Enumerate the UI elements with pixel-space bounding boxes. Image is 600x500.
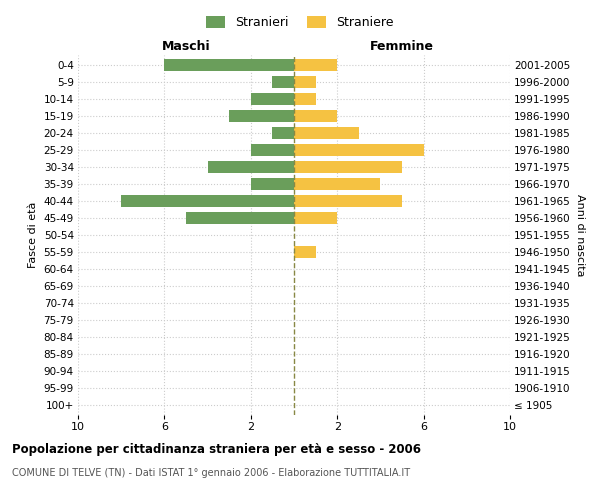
Bar bbox=[294, 246, 316, 258]
Bar bbox=[294, 178, 380, 190]
Bar bbox=[294, 59, 337, 72]
Bar bbox=[272, 76, 294, 88]
Bar bbox=[294, 93, 316, 106]
Text: Popolazione per cittadinanza straniera per età e sesso - 2006: Popolazione per cittadinanza straniera p… bbox=[12, 442, 421, 456]
Text: Femmine: Femmine bbox=[370, 40, 434, 54]
Bar bbox=[164, 59, 294, 72]
Bar bbox=[229, 110, 294, 122]
Bar bbox=[294, 144, 424, 156]
Y-axis label: Fasce di età: Fasce di età bbox=[28, 202, 38, 268]
Bar bbox=[294, 76, 316, 88]
Bar bbox=[251, 93, 294, 106]
Bar bbox=[251, 144, 294, 156]
Bar bbox=[272, 127, 294, 139]
Bar bbox=[294, 127, 359, 139]
Bar bbox=[121, 195, 294, 207]
Bar bbox=[294, 195, 402, 207]
Bar bbox=[208, 161, 294, 173]
Bar bbox=[294, 110, 337, 122]
Text: COMUNE DI TELVE (TN) - Dati ISTAT 1° gennaio 2006 - Elaborazione TUTTITALIA.IT: COMUNE DI TELVE (TN) - Dati ISTAT 1° gen… bbox=[12, 468, 410, 477]
Y-axis label: Anni di nascita: Anni di nascita bbox=[575, 194, 585, 276]
Bar bbox=[294, 212, 337, 224]
Bar bbox=[251, 178, 294, 190]
Bar bbox=[294, 161, 402, 173]
Bar bbox=[186, 212, 294, 224]
Legend: Stranieri, Straniere: Stranieri, Straniere bbox=[202, 11, 398, 34]
Text: Maschi: Maschi bbox=[161, 40, 211, 54]
